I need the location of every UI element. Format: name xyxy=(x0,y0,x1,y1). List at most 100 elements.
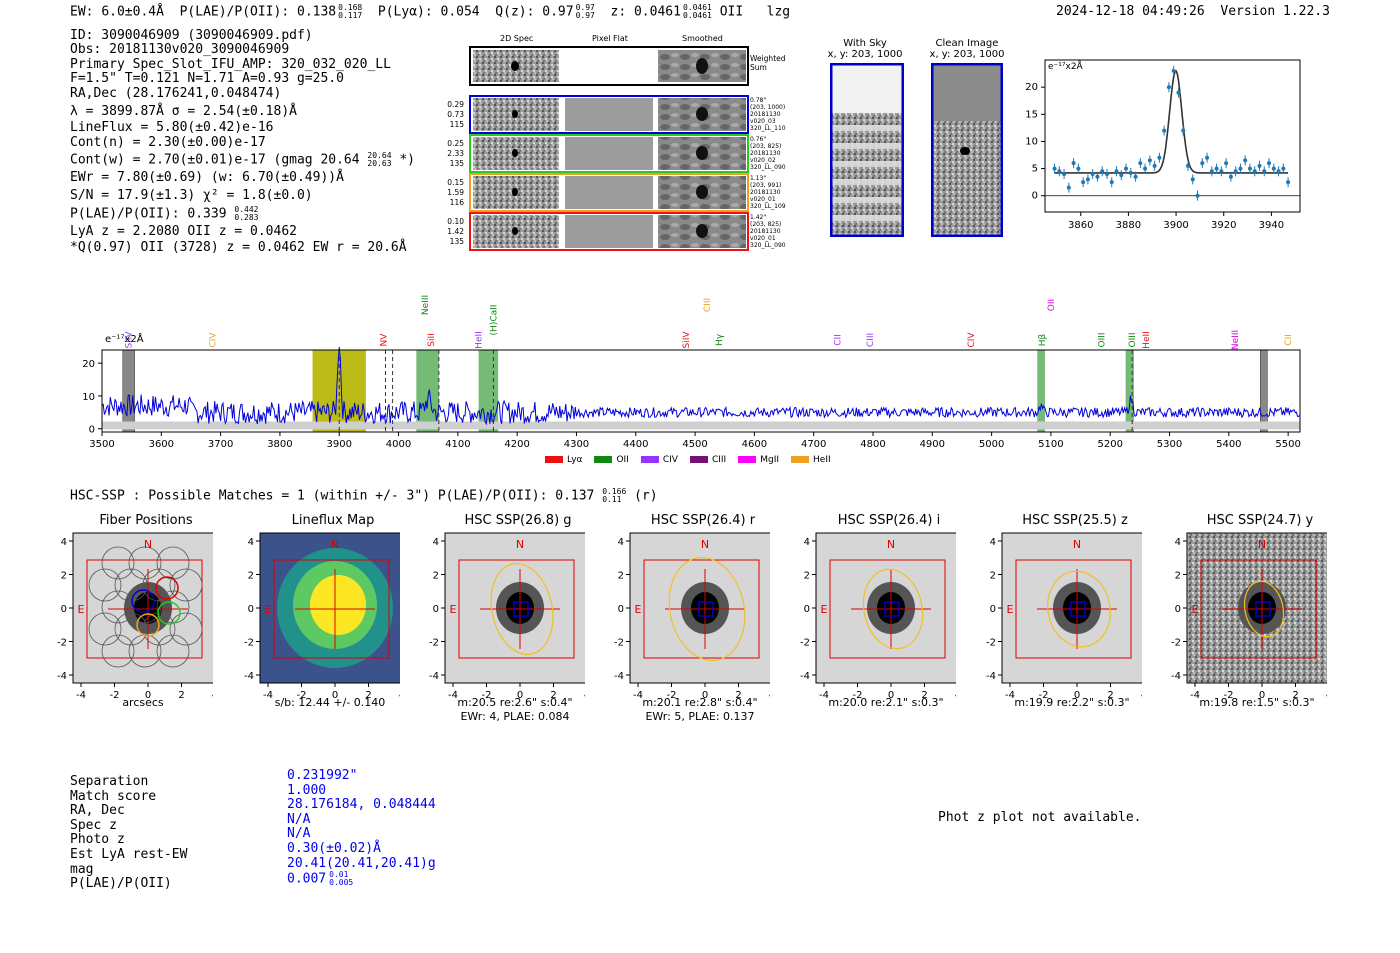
stamp-xtick-label: -2 xyxy=(297,690,307,701)
zoom-point xyxy=(1271,166,1276,171)
cutout-right-r3: 20181130 xyxy=(750,111,781,118)
ellipse-fit xyxy=(668,556,746,662)
match-value-text: 0.30(±0.02)Å xyxy=(287,840,381,856)
cutout-row-left: 0.25 2.33 135 xyxy=(442,139,464,169)
source-box xyxy=(513,601,529,617)
stamp-ytick-label: 2 xyxy=(804,571,810,582)
stamp-ytick-label: 0 xyxy=(61,604,67,615)
fiber-circle xyxy=(88,612,122,646)
stamp-title: Lineflux Map xyxy=(291,513,375,528)
zoom-xtick-label: 3940 xyxy=(1259,220,1284,231)
spec-xtick-label: 4200 xyxy=(504,439,529,450)
clean-title: Clean Image xyxy=(935,38,999,49)
spec-xtick-label: 3900 xyxy=(327,439,352,450)
match-value-text: N/A xyxy=(287,826,311,842)
info-qline: *Q(0.97) OII (3728) z = 0.0462 EW r = 20… xyxy=(70,240,407,255)
zoom-point xyxy=(1228,174,1233,179)
fiber-blue xyxy=(131,589,155,613)
north-label: N xyxy=(331,538,339,551)
cutout-row-frame xyxy=(469,173,749,212)
info-plae: P(LAE)/P(OII): 0.339 0.442 0.283 xyxy=(70,206,258,222)
zoom-point xyxy=(1281,166,1286,171)
col-flat: Pixel Flat xyxy=(592,34,628,43)
info-id: ID: 3090046909 (3090046909.pdf) xyxy=(70,28,313,43)
stamp-caption: m:20.5 re:2.6" s:0.4" xyxy=(457,696,573,709)
stamp-ytick-label: 2 xyxy=(990,571,996,582)
stamp-ytick-label: 2 xyxy=(248,571,254,582)
info-radec: RA,Dec (28.176241,0.048474) xyxy=(70,86,282,101)
spec-region-masked xyxy=(1260,349,1268,433)
spec-region-masked xyxy=(122,349,135,433)
stamp-ytick-label: 0 xyxy=(618,604,624,615)
zoom-point xyxy=(1243,158,1248,163)
zoom-point xyxy=(1124,166,1129,171)
spec-xtick-label: 4300 xyxy=(564,439,589,450)
cutout-row-right: 1.13" (203, 991) 20181130 v020_01 320_LL_109 xyxy=(750,175,786,210)
stamp-xtick-label: 4 xyxy=(1141,690,1142,701)
stamp-ytick-label: -2 xyxy=(244,638,254,649)
stamp-title: HSC SSP(24.7) y xyxy=(1206,513,1314,528)
match-plae-lo: 0.005 xyxy=(329,878,354,888)
spec-line-label: CIII xyxy=(866,333,876,347)
cutout-row-frame xyxy=(469,95,749,134)
spec-xtick-label: 3600 xyxy=(149,439,174,450)
plae-hi: 0.168 xyxy=(338,3,363,12)
stamp-ytick-label: 2 xyxy=(433,571,439,582)
legend-label: HeII xyxy=(813,454,831,465)
z-line: OII xyxy=(719,4,744,20)
match-value: N/A xyxy=(287,827,436,842)
zoom-point xyxy=(1114,169,1119,174)
info-sn: S/N = 17.9(±1.3) χ² = 1.8(±0.0) xyxy=(70,188,313,203)
legend-label: MgII xyxy=(760,454,780,465)
stamp-xtick-label: 2 xyxy=(550,690,556,701)
stamp-image: N E -4 -4 -2 -2 0 0 2 2 4 4 xyxy=(986,532,1142,701)
stamp-image: N E -4 -4 -2 -2 0 0 2 2 4 4 xyxy=(614,532,770,701)
contw-lo: 20.63 xyxy=(367,159,392,168)
spec-line-label: (H)CaII xyxy=(489,305,499,336)
stamp-ytick-label: -2 xyxy=(800,638,810,649)
spec-region-green xyxy=(1125,350,1134,432)
north-label: N xyxy=(144,538,152,551)
zoom-point xyxy=(1152,163,1157,168)
zoom-ytick-label: 0 xyxy=(1032,191,1038,202)
zoom-point xyxy=(1209,169,1214,174)
stamp-xtick-label: 0 xyxy=(1259,690,1265,701)
match-label: Match score xyxy=(70,788,157,804)
stamp-ytick-label: 4 xyxy=(1175,537,1181,548)
fiber-circle xyxy=(142,612,176,646)
cutout-left-l2: 1.59 xyxy=(447,188,464,197)
cutout-right-r1: 1.42" xyxy=(750,214,767,221)
zoom-xtick-label: 3920 xyxy=(1211,220,1236,231)
cutout-source xyxy=(512,149,518,157)
plae-text: P(LAE)/P(OII): 0.339 xyxy=(70,206,227,222)
stamp-caption: arcsecs xyxy=(122,696,164,709)
stamp-xtick-label: 4 xyxy=(584,690,585,701)
spec-xtick-label: 5100 xyxy=(1038,439,1063,450)
zoom-point xyxy=(1200,161,1205,166)
info-contn: Cont(n) = 2.30(±0.00)e-17 xyxy=(70,135,266,150)
ellipse-fit xyxy=(1243,580,1285,638)
stamp-ytick-label: -4 xyxy=(800,671,810,682)
stamp-xtick-label: 0 xyxy=(702,690,708,701)
cutout-left-l3: 135 xyxy=(449,159,464,168)
spectrum-axes xyxy=(101,349,1301,433)
stamp-image: N E -4 -4 -2 -2 0 0 2 2 4 4 xyxy=(244,532,400,701)
stamp-image: N E -4 -4 -2 -2 0 0 2 2 4 4 xyxy=(429,532,585,701)
match-value: 0.30(±0.02)Å xyxy=(287,840,436,857)
cutout-row-left: 0.10 1.42 135 xyxy=(442,217,464,247)
stamp-xtick-label: -2 xyxy=(110,690,120,701)
stamp-xtick-label: -4 xyxy=(1190,690,1200,701)
z-hi: 0.0461 xyxy=(682,3,712,12)
match-label: Photo z xyxy=(70,832,125,848)
full-spectrum: 3500 3600 3700 3800 3900 4000 4100 4200 4300 4400… xyxy=(60,270,1340,465)
spec-xtick-label: 3700 xyxy=(208,439,233,450)
aperture-box xyxy=(273,559,390,659)
cutout-right-r3: 20181130 xyxy=(750,189,781,196)
stamp-ytick-label: 4 xyxy=(61,537,67,548)
cutout-right-r5: 320_LL_109 xyxy=(750,203,786,210)
zoom-point xyxy=(1076,166,1081,171)
match-label: P(LAE)/P(OII) xyxy=(70,876,172,892)
zoom-point xyxy=(1143,166,1148,171)
spec-region-green xyxy=(416,350,439,432)
zoom-ytick-label: 5 xyxy=(1032,164,1038,175)
